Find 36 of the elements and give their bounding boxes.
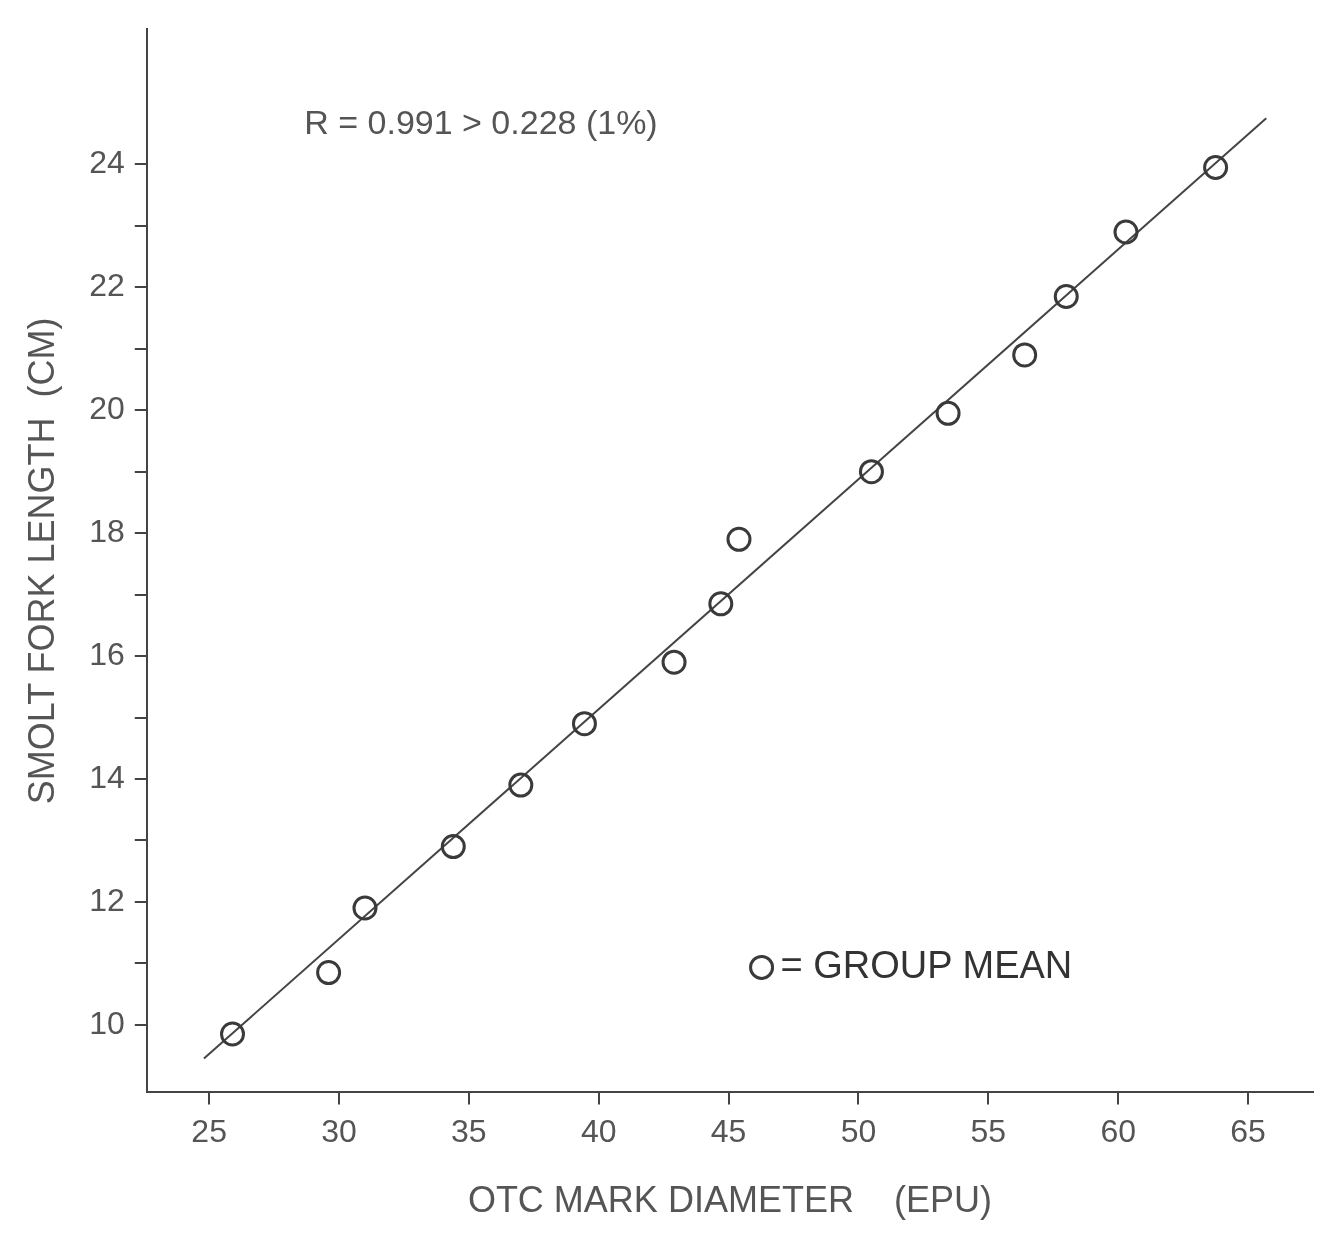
x-tick-label: 50 xyxy=(840,1113,877,1150)
x-tick-label: 40 xyxy=(580,1113,617,1150)
point xyxy=(1012,342,1038,368)
point xyxy=(1113,219,1139,245)
x-tick-label: 35 xyxy=(451,1113,487,1150)
y-axis-title: SMOLT FORK LENGTH (CM) xyxy=(20,317,62,805)
y-tick-label: 18 xyxy=(89,512,125,549)
y-tick-label: 14 xyxy=(89,758,125,795)
x-axis-title: OTC MARK DIAMETER (EPU) xyxy=(467,1179,992,1221)
point xyxy=(571,711,597,737)
point xyxy=(708,591,734,617)
y-tick-label: 20 xyxy=(89,390,125,427)
point xyxy=(1053,284,1079,310)
point xyxy=(316,960,342,986)
y-tick-label: 10 xyxy=(89,1004,125,1041)
point xyxy=(726,526,752,552)
x-tick-label: 60 xyxy=(1100,1113,1136,1150)
x-tick-label: 65 xyxy=(1230,1113,1266,1150)
y-tick-label: 12 xyxy=(89,881,125,918)
y-tick-label: 16 xyxy=(89,635,125,672)
point xyxy=(440,834,466,860)
annotation: R = 0.991 > 0.228 (1%) xyxy=(304,102,658,141)
point xyxy=(508,772,534,798)
point xyxy=(1203,154,1229,180)
x-tick-label: 55 xyxy=(970,1113,1007,1150)
point xyxy=(352,895,378,921)
point xyxy=(858,459,884,485)
legend-label: = GROUP MEAN xyxy=(780,943,1073,986)
point xyxy=(935,400,961,426)
x-tick-label: 30 xyxy=(321,1113,357,1150)
point xyxy=(661,649,687,675)
y-tick-label: 24 xyxy=(89,144,125,181)
point xyxy=(220,1021,246,1047)
y-tick-label: 22 xyxy=(89,267,125,304)
x-tick-label: 45 xyxy=(710,1113,747,1150)
x-tick-label: 25 xyxy=(191,1113,227,1150)
